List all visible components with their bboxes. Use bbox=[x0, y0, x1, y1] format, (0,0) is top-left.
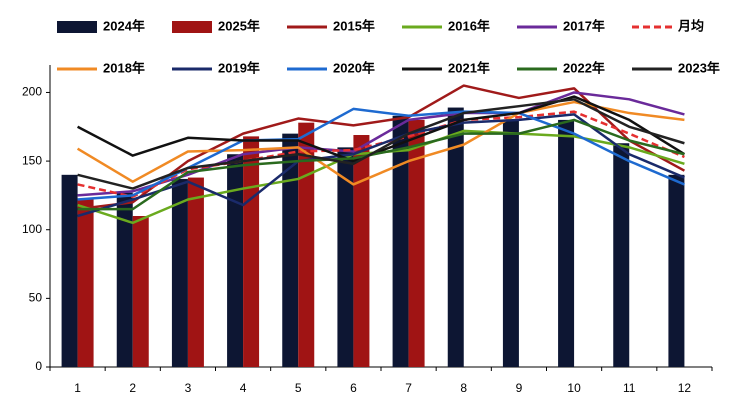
bar bbox=[61, 174, 78, 367]
bar bbox=[243, 136, 260, 367]
x-tick-label: 6 bbox=[350, 381, 357, 395]
legend-label: 2023年 bbox=[678, 60, 720, 75]
bar bbox=[132, 216, 149, 367]
x-tick-label: 4 bbox=[240, 381, 247, 395]
legend-label: 2022年 bbox=[563, 60, 605, 75]
bar bbox=[558, 119, 575, 367]
bar bbox=[392, 115, 409, 367]
y-tick-label: 50 bbox=[29, 291, 43, 305]
y-tick-label: 200 bbox=[22, 85, 42, 99]
line-series bbox=[77, 84, 686, 211]
legend-label: 2024年 bbox=[103, 18, 145, 33]
x-tick-label: 1 bbox=[74, 381, 81, 395]
legend-label: 2015年 bbox=[333, 18, 375, 33]
x-tick-label: 5 bbox=[295, 381, 302, 395]
x-tick-label: 2 bbox=[129, 381, 136, 395]
x-tick-label: 12 bbox=[678, 381, 692, 395]
bar bbox=[447, 107, 464, 368]
y-tick-label: 0 bbox=[35, 359, 42, 373]
legend-label: 月均 bbox=[677, 18, 704, 33]
bar bbox=[282, 133, 299, 367]
bar bbox=[668, 174, 685, 367]
legend-label: 2016年 bbox=[448, 18, 490, 33]
legend-label: 2021年 bbox=[448, 60, 490, 75]
legend-label: 2020年 bbox=[333, 60, 375, 75]
bar bbox=[171, 178, 188, 367]
y-tick-label: 150 bbox=[22, 153, 42, 167]
legend-swatch bbox=[57, 21, 97, 33]
x-tick-label: 7 bbox=[405, 381, 412, 395]
line-series bbox=[77, 113, 685, 218]
bar bbox=[116, 192, 133, 367]
bar bbox=[408, 119, 425, 367]
bar bbox=[187, 177, 204, 367]
bar bbox=[502, 119, 519, 367]
bar bbox=[77, 199, 94, 367]
x-tick-label: 11 bbox=[623, 381, 636, 395]
x-tick-label: 10 bbox=[567, 381, 581, 395]
line-series bbox=[77, 98, 685, 190]
legend-label: 2025年 bbox=[218, 18, 260, 33]
legend-label: 2019年 bbox=[218, 60, 260, 75]
bar bbox=[298, 122, 315, 368]
bar bbox=[337, 147, 354, 367]
bar bbox=[613, 143, 630, 367]
line-series bbox=[77, 95, 686, 163]
legend-swatch bbox=[172, 21, 212, 33]
x-tick-label: 9 bbox=[516, 381, 523, 395]
line-series bbox=[77, 118, 685, 211]
bar bbox=[227, 154, 244, 367]
y-tick-label: 100 bbox=[22, 222, 42, 236]
legend-label: 2017年 bbox=[563, 18, 605, 33]
x-tick-label: 3 bbox=[185, 381, 192, 395]
legend-label: 2018年 bbox=[103, 60, 145, 75]
x-tick-label: 8 bbox=[460, 381, 467, 395]
bar bbox=[353, 135, 370, 367]
